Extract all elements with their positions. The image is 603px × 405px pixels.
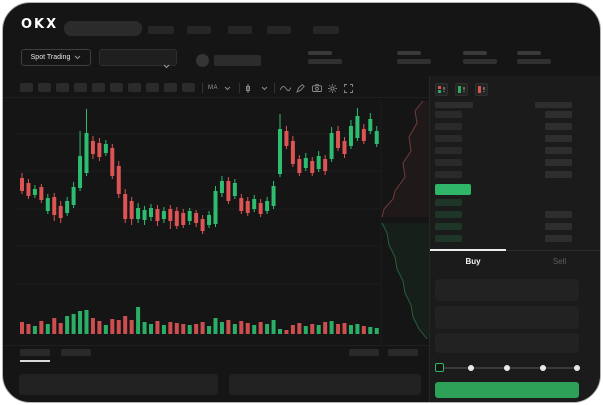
active-tab-underline: [20, 360, 50, 362]
nav-item[interactable]: [267, 26, 291, 34]
orders-tab[interactable]: [61, 349, 91, 356]
timeframe-button[interactable]: [164, 83, 177, 92]
stat-value: [463, 59, 497, 64]
orderbook-price[interactable]: [435, 111, 462, 118]
orderbook-amount: [545, 159, 572, 166]
orderbook-price[interactable]: [435, 199, 462, 206]
last-price-value: [214, 55, 261, 66]
chevron-down-icon: [74, 55, 81, 60]
orders-table-placeholder: [229, 374, 421, 395]
orderbook-amount: [545, 147, 572, 154]
market-type-selector[interactable]: Spot Trading: [21, 49, 91, 66]
orders-filter[interactable]: [388, 349, 418, 356]
orderbook-amount: [545, 235, 572, 242]
orders-tab-active[interactable]: [20, 349, 50, 356]
timeframe-button[interactable]: [182, 83, 195, 92]
last-price-badge[interactable]: [435, 184, 471, 195]
stat-label: [517, 51, 541, 55]
orderbook-price[interactable]: [435, 159, 462, 166]
bids-only-icon[interactable]: [455, 83, 468, 96]
chevron-down-icon: [163, 56, 170, 69]
chart-canvas[interactable]: [15, 97, 429, 349]
line-style-icon[interactable]: [280, 82, 291, 94]
okx-logo[interactable]: OKX: [21, 17, 59, 32]
timeframe-button[interactable]: [146, 83, 159, 92]
total-input[interactable]: [435, 333, 579, 353]
draw-tool-icon[interactable]: [296, 82, 305, 94]
slider-step[interactable]: [540, 365, 546, 371]
slider-step[interactable]: [468, 365, 474, 371]
timeframe-button[interactable]: [128, 83, 141, 92]
stat-value: [397, 59, 431, 64]
stat-value: [308, 59, 342, 64]
timeframe-button[interactable]: [38, 83, 51, 92]
orderbook-amount: [545, 135, 572, 142]
price-input[interactable]: [435, 279, 579, 301]
stat-label: [308, 51, 332, 55]
orderbook-price[interactable]: [435, 123, 462, 130]
tab-buy[interactable]: Buy: [465, 256, 481, 266]
orders-filter[interactable]: [349, 349, 379, 356]
orderbook-amount: [545, 171, 572, 178]
orderbook-price[interactable]: [435, 147, 462, 154]
chevron-down-icon[interactable]: [224, 82, 231, 94]
stat-value: [517, 59, 551, 64]
orderbook-amount: [545, 123, 572, 130]
orderbook-price[interactable]: [435, 171, 462, 178]
orderbook-price[interactable]: [435, 223, 462, 230]
slider-step[interactable]: [574, 365, 580, 371]
settings-gear-icon[interactable]: [328, 82, 337, 94]
timeframe-button[interactable]: [74, 83, 87, 92]
fullscreen-icon[interactable]: [344, 82, 353, 94]
buy-submit-button[interactable]: [435, 382, 579, 398]
orderbook-price[interactable]: [435, 135, 462, 142]
timeframe-button[interactable]: [56, 83, 69, 92]
orderbook-amount: [545, 211, 572, 218]
candle-type-icon[interactable]: [246, 82, 254, 94]
orders-table-placeholder: [19, 374, 218, 395]
buy-tab-underline: [430, 249, 506, 251]
combined-book-icon[interactable]: [435, 83, 448, 96]
coin-avatar: [196, 54, 209, 67]
timeframe-button[interactable]: [92, 83, 105, 92]
stat-label: [463, 51, 487, 55]
slider-handle[interactable]: [435, 363, 444, 372]
asks-only-icon[interactable]: [475, 83, 488, 96]
ma-indicator[interactable]: MA: [208, 85, 218, 91]
orderbook-price[interactable]: [435, 235, 462, 242]
nav-item[interactable]: [187, 26, 211, 34]
orderbook-col-header: [535, 102, 572, 108]
nav-item[interactable]: [313, 26, 339, 34]
nav-item[interactable]: [228, 26, 252, 34]
stat-label: [397, 51, 421, 55]
chevron-down-icon[interactable]: [261, 82, 268, 94]
tab-sell[interactable]: Sell: [552, 256, 567, 266]
timeframe-button[interactable]: [110, 83, 123, 92]
camera-icon[interactable]: [312, 82, 322, 94]
orderbook-amount: [545, 111, 572, 118]
amount-input[interactable]: [435, 306, 579, 329]
market-type-label: Spot Trading: [30, 54, 71, 61]
orderbook-price[interactable]: [435, 211, 462, 218]
trade-sidebar: Buy Sell: [429, 76, 600, 402]
pair-dropdown[interactable]: [99, 49, 177, 69]
timeframe-button[interactable]: [20, 83, 33, 92]
orderbook-col-header: [435, 102, 473, 108]
slider-step[interactable]: [504, 365, 510, 371]
nav-item[interactable]: [148, 26, 174, 34]
orderbook-amount: [545, 223, 572, 230]
search-input[interactable]: [64, 21, 142, 36]
